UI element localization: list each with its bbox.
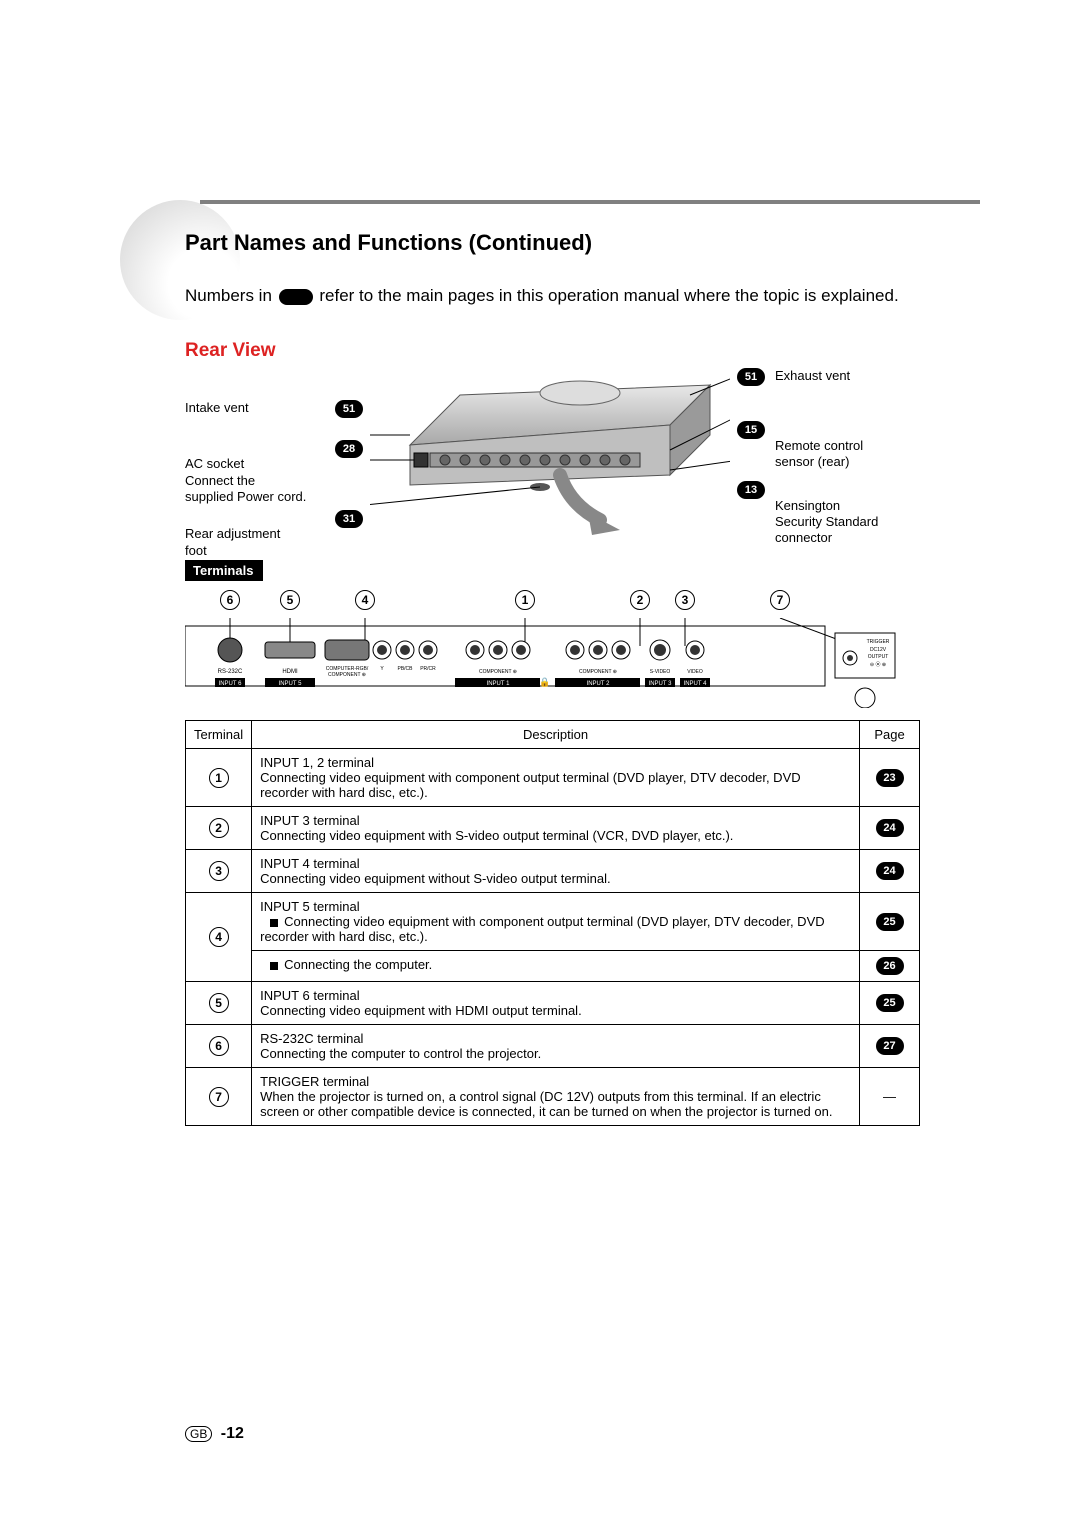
table-row: 3 INPUT 4 terminal Connecting video equi… [186, 850, 920, 893]
page-pill: 23 [876, 769, 904, 787]
svg-text:RS-232C: RS-232C [218, 669, 243, 675]
th-terminal: Terminal [186, 721, 252, 749]
svg-text:INPUT 4: INPUT 4 [684, 681, 708, 687]
bullet-icon [270, 919, 278, 927]
page-pill: 51 [737, 368, 765, 386]
table-row: 6 RS-232C terminal Connecting the comput… [186, 1025, 920, 1068]
svg-text:DC12V: DC12V [870, 647, 887, 653]
intro-after: refer to the main pages in this operatio… [319, 286, 898, 305]
terminal-table: Terminal Description Page 1 INPUT 1, 2 t… [185, 720, 920, 1126]
svg-text:COMPONENT ⊕: COMPONENT ⊕ [579, 669, 617, 675]
page-pill: 51 [335, 400, 363, 418]
header-rule [200, 200, 980, 204]
th-page: Page [860, 721, 920, 749]
term-num-4: 4 [355, 590, 375, 610]
label-intake-vent: Intake vent 51 [185, 400, 355, 416]
svg-text:COMPONENT ⊕: COMPONENT ⊕ [479, 669, 517, 675]
row-body: Connecting video equipment with componen… [260, 770, 801, 800]
intro-before: Numbers in [185, 286, 277, 305]
svg-text:COMPONENT ⊕: COMPONENT ⊕ [328, 672, 366, 678]
svg-text:INPUT 2: INPUT 2 [587, 681, 611, 687]
svg-text:VIDEO: VIDEO [687, 669, 703, 675]
page-pill: 28 [335, 440, 363, 458]
region-badge: GB [185, 1426, 212, 1442]
svg-text:S-VIDEO: S-VIDEO [650, 669, 671, 675]
svg-text:INPUT 5: INPUT 5 [279, 681, 303, 687]
svg-text:OUTPUT: OUTPUT [868, 654, 889, 660]
intro-text: Numbers in refer to the main pages in th… [185, 285, 915, 307]
table-row: 1 INPUT 1, 2 terminal Connecting video e… [186, 749, 920, 807]
page-pill: 13 [737, 481, 765, 499]
label-exhaust-vent: 51 Exhaust vent [775, 368, 955, 384]
page-pill: 31 [335, 510, 363, 528]
svg-text:PR/CR: PR/CR [420, 666, 436, 672]
term-num-1: 1 [515, 590, 535, 610]
term-num-6: 6 [220, 590, 240, 610]
table-row: 7 TRIGGER terminal When the projector is… [186, 1068, 920, 1126]
svg-text:INPUT 6: INPUT 6 [219, 681, 243, 687]
projector-illustration [370, 335, 730, 545]
table-row: 2 INPUT 3 terminal Connecting video equi… [186, 807, 920, 850]
label-kensington: 13 Kensington Security Standard connecto… [775, 465, 955, 546]
table-row: Connecting the computer. 26 [186, 951, 920, 982]
rear-panel-schematic: RS-232C HDMI COMPUTER-RGB/ COMPONENT ⊕ Y… [185, 618, 920, 708]
label-remote-sensor: 15 Remote control sensor (rear) [775, 405, 955, 470]
term-num-2: 2 [630, 590, 650, 610]
terminals-heading: Terminals [185, 560, 263, 581]
svg-text:PB/CB: PB/CB [397, 666, 413, 672]
row-title: INPUT 1, 2 terminal [260, 755, 851, 770]
svg-text:🔒: 🔒 [539, 677, 550, 687]
term-num-5: 5 [280, 590, 300, 610]
svg-text:INPUT 1: INPUT 1 [487, 681, 511, 687]
svg-text:INPUT 3: INPUT 3 [649, 681, 673, 687]
term-num-3: 3 [675, 590, 695, 610]
rear-view-diagram: Intake vent 51 AC socket Connect the sup… [185, 360, 920, 560]
table-row: 4 INPUT 5 terminal Connecting video equi… [186, 893, 920, 951]
page-pill: 15 [737, 421, 765, 439]
svg-text:⊖ ⦿ ⊕: ⊖ ⦿ ⊕ [870, 662, 886, 668]
page-footer: GB -12 [185, 1425, 244, 1443]
page-title: Part Names and Functions (Continued) [185, 230, 592, 256]
th-description: Description [252, 721, 860, 749]
svg-text:TRIGGER: TRIGGER [867, 639, 890, 645]
table-row: 5 INPUT 6 terminal Connecting video equi… [186, 982, 920, 1025]
svg-text:HDMI: HDMI [282, 669, 298, 675]
term-num-7: 7 [770, 590, 790, 610]
section-title: Rear View [185, 340, 275, 362]
terminal-number-row: 6 5 4 1 2 3 7 [185, 590, 920, 620]
page-number: -12 [221, 1425, 244, 1442]
page-ref-pill-icon [279, 289, 313, 305]
bullet-icon [270, 962, 278, 970]
